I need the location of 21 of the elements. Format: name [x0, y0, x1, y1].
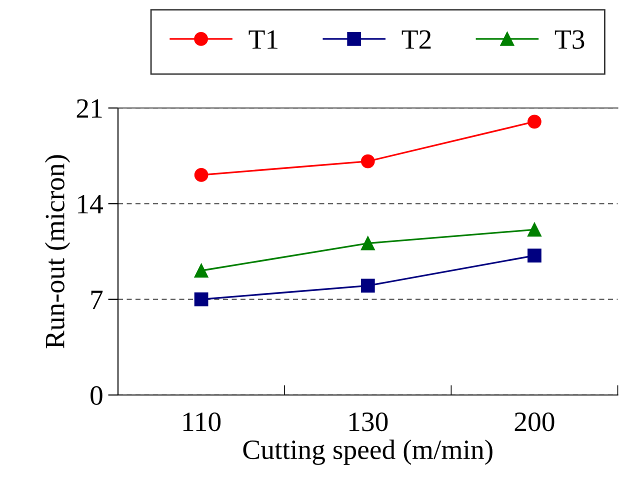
- y-tick-label: 21: [76, 99, 102, 118]
- x-tick-label: 130: [349, 412, 388, 432]
- point: [360, 236, 375, 250]
- x-tick-label: 110: [183, 412, 221, 432]
- y-axis-title: Run-out (micron): [44, 155, 70, 348]
- point: [194, 168, 208, 182]
- y-tick-label: 7: [91, 290, 103, 309]
- point: [528, 114, 542, 129]
- legend-label: T2: [402, 30, 431, 49]
- point: [360, 278, 375, 293]
- point: [528, 222, 542, 237]
- point: [194, 264, 208, 278]
- x-tick-label: 200: [514, 412, 554, 432]
- point: [360, 154, 375, 168]
- point: [528, 248, 542, 263]
- point: [194, 292, 208, 306]
- y-tick-label: 0: [90, 386, 102, 405]
- legend-label: T1: [248, 30, 278, 49]
- y-tick-label: 14: [78, 194, 103, 214]
- x-axis-title: Cutting speed (m/min): [243, 440, 492, 465]
- legend-label: T3: [554, 30, 584, 49]
